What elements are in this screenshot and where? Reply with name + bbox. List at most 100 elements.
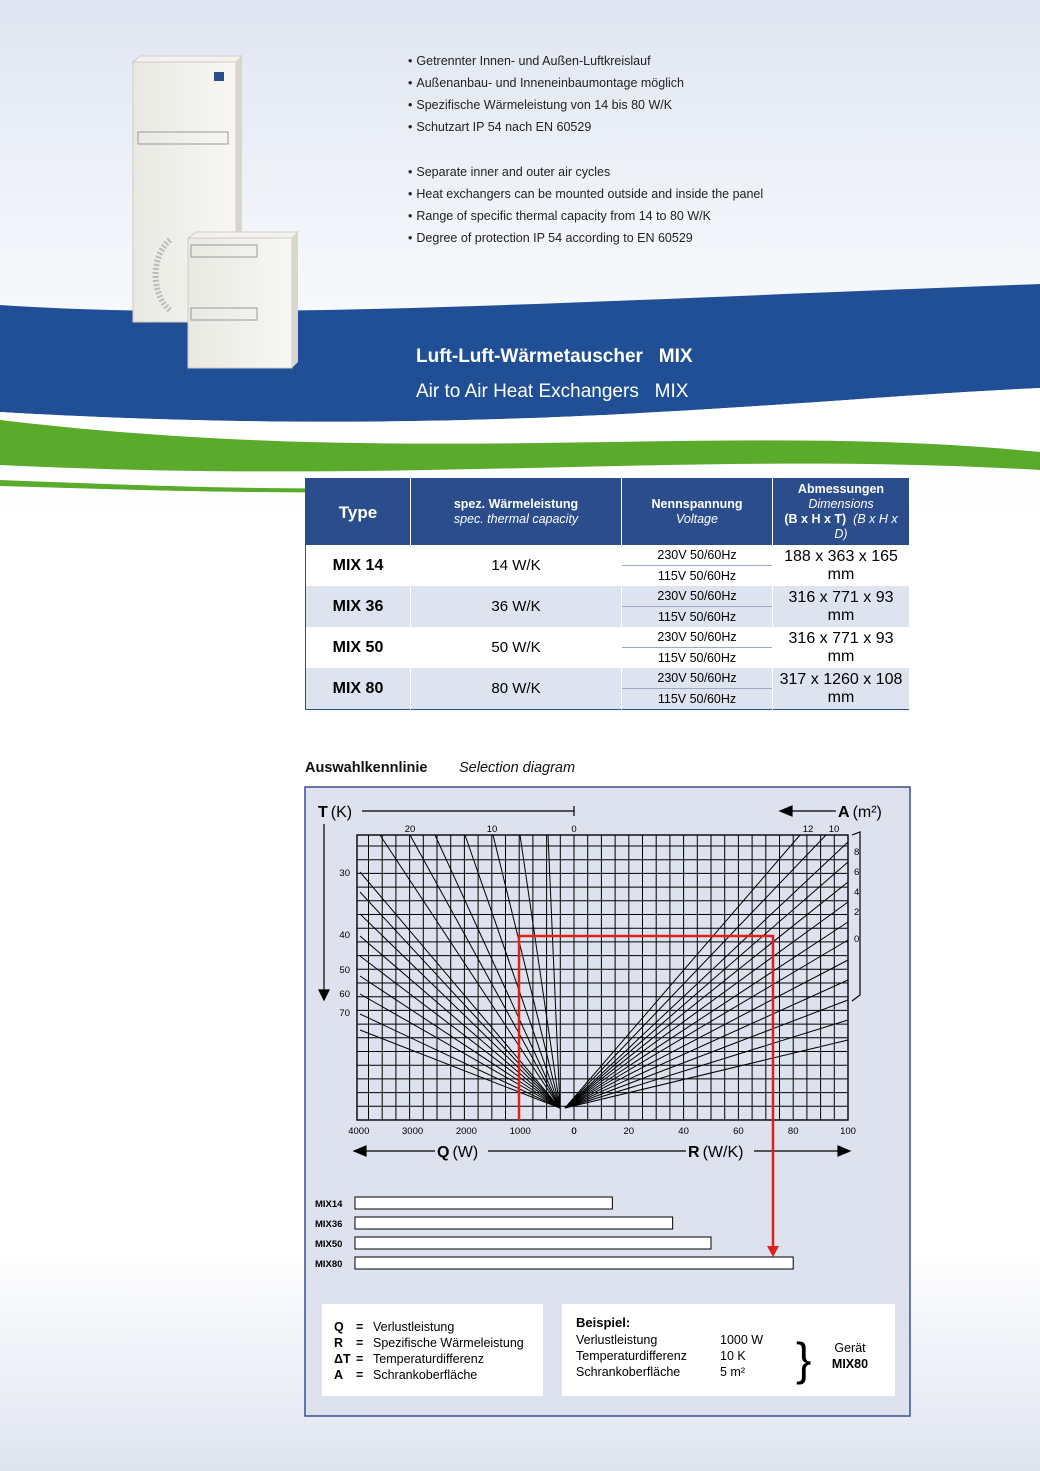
axis-label: Q (W)	[437, 1144, 478, 1161]
tick-label: 60	[339, 989, 350, 1000]
header-cell: spez. Wärmeleistung spec. thermal capacit…	[410, 478, 622, 545]
fan-line	[564, 834, 801, 1109]
header-text: (B x H x D)	[834, 512, 898, 541]
legend-text: Temperaturdifferenz	[373, 1352, 484, 1366]
product-image	[131, 55, 300, 369]
legend-eq: =	[356, 1368, 363, 1382]
fan-line	[464, 834, 561, 1109]
legend-text: Spezifische Wärmeleistung	[373, 1336, 524, 1350]
example-result-device: MIX80	[832, 1357, 868, 1371]
tick-label: 100	[840, 1126, 856, 1137]
feature-item: Getrennter Innen- und Außen-Luftkreislau…	[408, 54, 650, 68]
example-box	[562, 1304, 895, 1396]
device-label: MIX14	[315, 1199, 343, 1210]
header-text: Abmessungen	[797, 482, 885, 496]
example-arrow	[767, 1246, 779, 1257]
capacity-cell: 36 W/K	[410, 586, 622, 627]
legend-symbol: ΔT	[334, 1352, 351, 1366]
fan-line	[359, 871, 561, 1109]
header-text: Nennspannung	[651, 497, 743, 511]
legend-text: Verlustleistung	[373, 1320, 454, 1334]
type-cell: MIX 14	[305, 545, 411, 586]
type-cell: MIX 36	[305, 586, 411, 627]
header-text: Voltage	[676, 512, 718, 526]
fan-line	[409, 834, 561, 1109]
feature-item: Heat exchangers can be mounted outside a…	[408, 187, 763, 201]
axis-unit: (m²)	[853, 804, 882, 821]
device-bar	[354, 1256, 794, 1270]
voltage: 230V 50/60Hz	[657, 630, 737, 644]
example-label: Temperaturdifferenz	[576, 1349, 687, 1363]
brace: }	[796, 1333, 811, 1385]
tick-label: 0	[854, 934, 859, 945]
axis-label: T (K)	[318, 804, 352, 821]
dimensions-cell: 316 x 771 x 93 mm	[772, 586, 910, 627]
fan-line	[359, 975, 561, 1109]
example-label: Verlustleistung	[576, 1333, 657, 1347]
fan-line	[359, 913, 561, 1109]
axis-symbol: R	[688, 1144, 700, 1161]
axis-unit: (W/K)	[703, 1144, 744, 1161]
voltage: 230V 50/60Hz	[657, 548, 737, 562]
axes-arrows	[318, 805, 861, 1157]
device-bar	[354, 1236, 712, 1250]
tick-label: 3000	[402, 1126, 423, 1137]
header-text: (B x H x T)	[784, 512, 847, 526]
fan-line	[359, 935, 561, 1109]
tick-label: 2	[854, 907, 859, 918]
tick-label: 6	[854, 867, 859, 878]
tick-label: 20	[624, 1126, 635, 1137]
example-result-label: Gerät	[834, 1341, 866, 1355]
legend-text: Schrankoberfläche	[373, 1368, 477, 1382]
feature-item: Separate inner and outer air cycles	[408, 165, 610, 179]
table-header: Type spez. Wärmeleistung spec. thermal ca…	[305, 478, 910, 545]
header-text: spez. Wärmeleistung	[453, 497, 579, 511]
fan-line	[564, 861, 849, 1109]
dimensions-cell: 317 x 1260 x 108 mm	[772, 668, 910, 710]
axis-unit: (W)	[452, 1144, 478, 1161]
grid-border	[356, 834, 849, 1121]
voltage-cell: 230V 50/60Hz 115V 50/60Hz	[621, 627, 773, 668]
table-row: MIX 36 36 W/K 230V 50/60Hz 115V 50/60Hz 316 …	[305, 586, 910, 627]
fan-line	[564, 1019, 849, 1109]
tick-label: 10	[487, 824, 498, 835]
tick-label: 0	[571, 824, 576, 835]
tick-label: 60	[733, 1126, 744, 1137]
tick-label: 50	[339, 965, 350, 976]
tick-label: 10	[829, 824, 840, 835]
tick-label: 0	[571, 1126, 576, 1137]
table-row: MIX 50 50 W/K 230V 50/60Hz 115V 50/60Hz 316 …	[305, 627, 910, 668]
legend-eq: =	[356, 1336, 363, 1350]
voltage-cell: 230V 50/60Hz 115V 50/60Hz	[621, 668, 773, 710]
fan-line	[564, 901, 849, 1109]
fan-line	[564, 834, 827, 1109]
capacity-cell: 14 W/K	[410, 545, 622, 586]
title-model: MIX	[658, 346, 693, 367]
feature-item: Schutzart IP 54 nach EN 60529	[408, 120, 591, 134]
fan-line	[359, 891, 561, 1109]
legend-symbol: R	[334, 1336, 343, 1350]
example-value: 5 m²	[720, 1365, 745, 1379]
spec-table: Type spez. Wärmeleistung spec. thermal ca…	[305, 478, 910, 710]
diagram-title: Auswahlkennlinie	[305, 760, 428, 776]
header-text: spec. thermal capacity	[453, 512, 579, 526]
fan-line	[359, 1029, 561, 1109]
axis-symbol: A	[838, 804, 850, 821]
fan-line	[564, 881, 849, 1109]
fan-line	[564, 979, 849, 1109]
device-label: MIX36	[315, 1219, 342, 1230]
voltage-cell: 230V 50/60Hz 115V 50/60Hz	[621, 545, 773, 586]
diagram-title-en: Selection diagram	[459, 760, 576, 776]
example-path	[517, 934, 775, 1246]
type-cell: MIX 50	[305, 627, 411, 668]
voltage: 115V 50/60Hz	[622, 565, 772, 586]
header-text: Dimensions	[808, 497, 874, 511]
feature-item: Degree of protection IP 54 according to …	[408, 231, 692, 245]
selection-diagram: } T (K) A (m²)Q (W) R (W/K)20 10 0 12 103040506070…	[304, 786, 911, 1417]
device-bar	[354, 1196, 613, 1210]
tick-label: 8	[854, 847, 859, 858]
tick-label: 40	[339, 930, 350, 941]
voltage: 230V 50/60Hz	[657, 671, 737, 685]
fan-line	[564, 1039, 849, 1109]
example-label: Schrankoberfläche	[576, 1365, 680, 1379]
